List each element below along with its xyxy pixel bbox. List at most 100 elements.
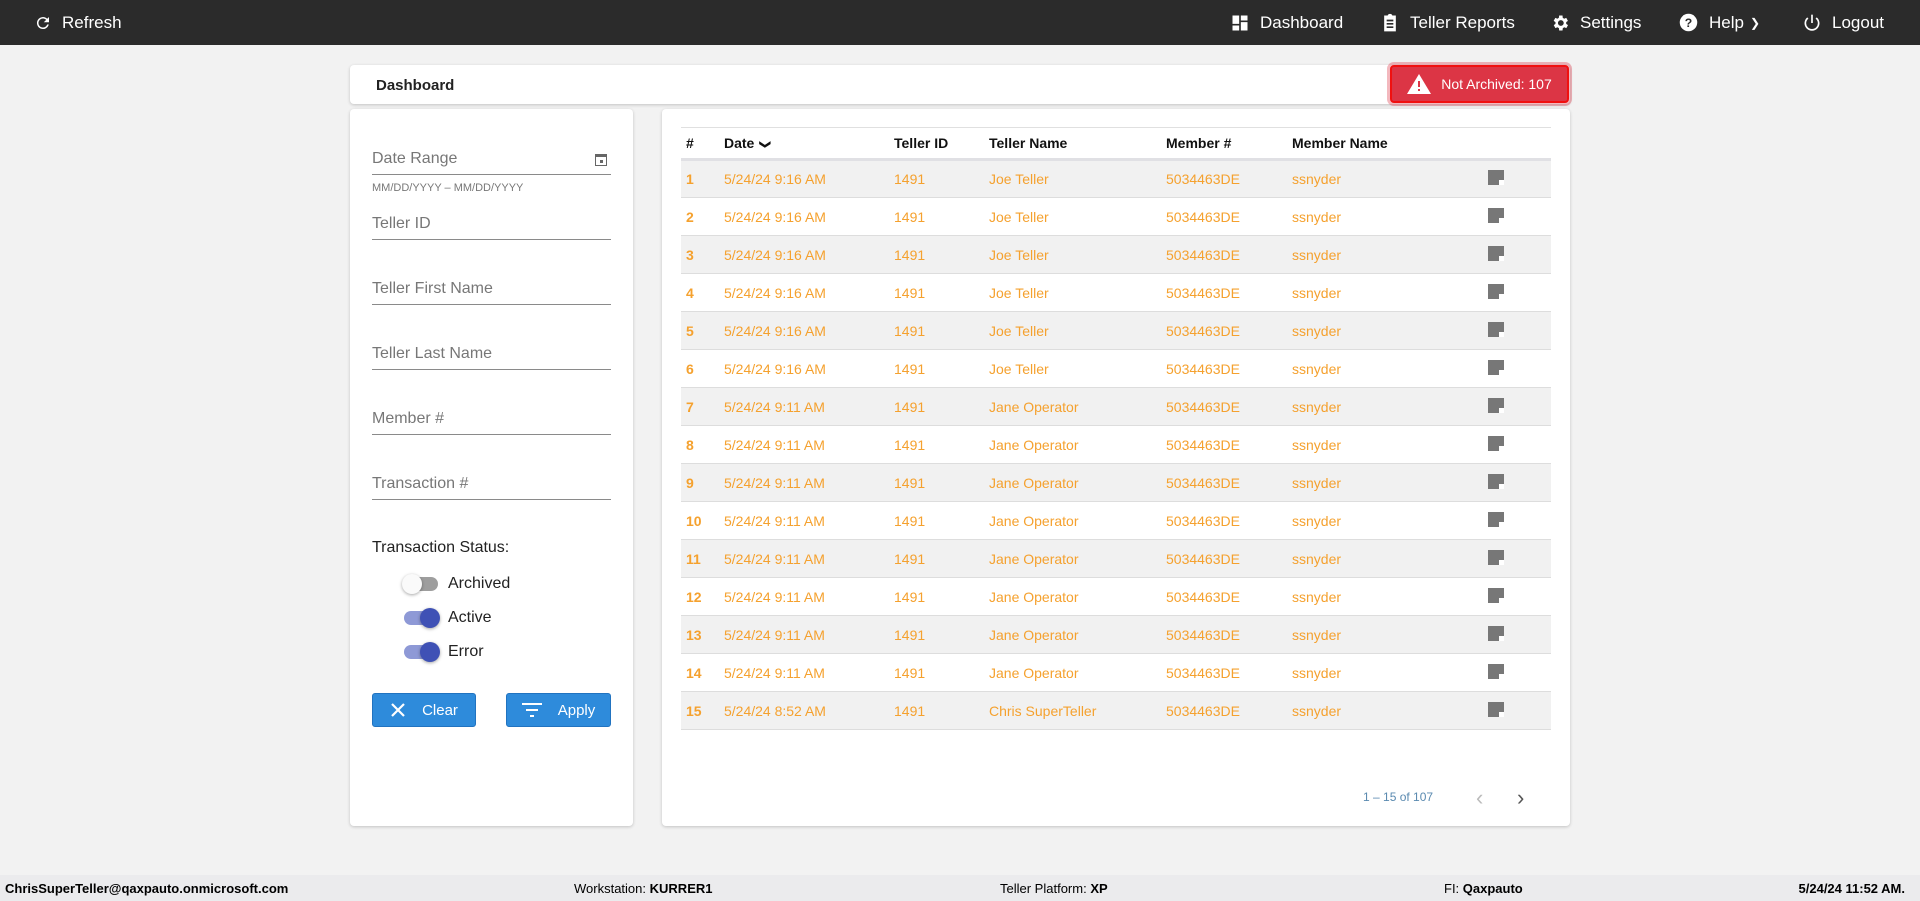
nav-dashboard[interactable]: Dashboard [1230,0,1343,45]
member-number-input[interactable]: Member # [372,405,611,435]
note-icon[interactable] [1488,625,1504,641]
note-icon[interactable] [1488,170,1504,185]
table-row[interactable]: 7 5/24/24 9:11 AM 1491 Jane Operator 5034463… [681,387,1551,426]
clear-button[interactable]: Clear [372,693,476,727]
table-row[interactable]: 11 5/24/24 9:11 AM 1491 Jane Operator 503446… [681,539,1551,578]
note-icon[interactable] [1488,701,1504,717]
transaction-number-input[interactable]: Transaction # [372,470,611,500]
footer-fi-label: FI: [1444,881,1460,896]
nav-settings[interactable]: Settings [1550,0,1641,45]
date-range-hint: MM/DD/YYYY – MM/DD/YYYY [372,182,524,194]
row-teller-name: Jane Operator [984,539,1161,578]
row-note-cell [1483,387,1551,426]
row-member-name: ssnyder [1287,615,1483,654]
row-teller-id: 1491 [889,539,984,578]
table-row[interactable]: 14 5/24/24 9:11 AM 1491 Jane Operator 503446… [681,653,1551,692]
row-member-name: ssnyder [1287,425,1483,464]
teller-last-name-input[interactable]: Teller Last Name [372,340,611,370]
table-row[interactable]: 4 5/24/24 9:16 AM 1491 Joe Teller 5034463DE s… [681,273,1551,312]
date-range-input[interactable]: Date Range [372,145,611,175]
note-icon[interactable] [1488,321,1504,337]
toggle-switch[interactable] [404,608,440,628]
table-row[interactable]: 2 5/24/24 9:16 AM 1491 Joe Teller 5034463DE s… [681,197,1551,236]
row-member-number: 5034463DE [1161,349,1287,388]
row-note-cell [1483,311,1551,350]
col-number: # [681,127,719,161]
date-range-label: Date Range [372,150,458,167]
toggle-archived[interactable]: Archived [402,574,510,594]
table-row[interactable]: 6 5/24/24 9:16 AM 1491 Joe Teller 5034463DE s… [681,349,1551,388]
row-date: 5/24/24 9:11 AM [719,501,889,540]
table-row[interactable]: 15 5/24/24 8:52 AM 1491 Chris SuperTeller 50… [681,691,1551,730]
badge-label: Not Archived: 107 [1441,76,1552,92]
next-page-button[interactable]: › [1517,785,1525,810]
note-icon[interactable] [1488,359,1504,375]
note-icon[interactable] [1488,511,1504,527]
toggle-switch[interactable] [402,574,438,594]
note-icon[interactable] [1488,283,1504,299]
row-member-name: ssnyder [1287,691,1483,730]
row-member-name: ssnyder [1287,197,1483,236]
note-icon[interactable] [1488,587,1504,603]
gear-icon [1553,15,1568,30]
toggle-error[interactable]: Error [404,642,484,662]
teller-last-name-label: Teller Last Name [372,345,493,362]
prev-page-button[interactable]: ‹ [1476,785,1484,810]
note-icon[interactable] [1488,435,1504,451]
teller-first-name-input[interactable]: Teller First Name [372,275,611,305]
help-icon: ? [1679,13,1698,32]
teller-id-input[interactable]: Teller ID [372,210,611,240]
row-member-name: ssnyder [1287,349,1483,388]
table-row[interactable]: 3 5/24/24 9:16 AM 1491 Joe Teller 5034463DE s… [681,235,1551,274]
row-teller-id: 1491 [889,159,984,198]
table-row[interactable]: 8 5/24/24 9:11 AM 1491 Jane Operator 5034463… [681,425,1551,464]
nav-help-label: Help [1709,12,1744,32]
row-member-number: 5034463DE [1161,691,1287,730]
row-date: 5/24/24 9:11 AM [719,539,889,578]
nav-help[interactable]: ? Help ❯ [1678,0,1760,45]
table-row[interactable]: 13 5/24/24 9:11 AM 1491 Jane Operator 503446… [681,615,1551,654]
table-row[interactable]: 12 5/24/24 9:11 AM 1491 Jane Operator 503446… [681,577,1551,616]
table-header-row: # Date ❯ Teller ID Teller Name Member # … [681,127,1551,161]
note-icon[interactable] [1488,473,1504,489]
calendar-icon[interactable] [595,153,607,166]
row-date: 5/24/24 9:16 AM [719,159,889,198]
toggle-thumb [420,608,440,628]
filter-panel: Date Range MM/DD/YYYY – MM/DD/YYYY Telle… [350,109,633,826]
not-archived-badge[interactable]: Not Archived: 107 [1390,65,1569,103]
row-teller-name: Joe Teller [984,311,1161,350]
toggle-active[interactable]: Active [404,608,492,628]
row-note-cell [1483,273,1551,312]
clipboard-icon [1384,13,1396,31]
apply-button[interactable]: Apply [506,693,611,727]
table-row[interactable]: 10 5/24/24 9:11 AM 1491 Jane Operator 503446… [681,501,1551,540]
row-date: 5/24/24 9:11 AM [719,653,889,692]
nav-settings-label: Settings [1580,12,1642,32]
row-teller-id: 1491 [889,349,984,388]
toggle-switch[interactable] [404,642,440,662]
row-member-number: 5034463DE [1161,197,1287,236]
table-row[interactable]: 9 5/24/24 9:11 AM 1491 Jane Operator 5034463… [681,463,1551,502]
row-note-cell [1483,691,1551,730]
transaction-status-label: Transaction Status: [372,539,510,556]
refresh-button[interactable]: Refresh [34,0,122,45]
col-date[interactable]: Date ❯ [719,127,889,161]
note-icon[interactable] [1488,207,1504,223]
row-teller-id: 1491 [889,273,984,312]
note-icon[interactable] [1488,549,1504,565]
row-teller-name: Jane Operator [984,653,1161,692]
table-row[interactable]: 5 5/24/24 9:16 AM 1491 Joe Teller 5034463DE s… [681,311,1551,350]
note-icon[interactable] [1488,397,1504,413]
row-number: 4 [681,273,719,312]
table-row[interactable]: 1 5/24/24 9:16 AM 1491 Joe Teller 5034463DE s… [681,159,1551,198]
chevron-down-icon: ❯ [1749,15,1761,30]
nav-logout[interactable]: Logout [1802,0,1884,45]
row-number: 13 [681,615,719,654]
row-teller-name: Joe Teller [984,235,1161,274]
warning-icon [1407,74,1432,94]
power-icon [1804,14,1820,31]
note-icon[interactable] [1488,663,1504,679]
note-icon[interactable] [1488,245,1504,261]
member-number-label: Member # [372,410,445,427]
nav-teller-reports[interactable]: Teller Reports [1380,0,1515,45]
